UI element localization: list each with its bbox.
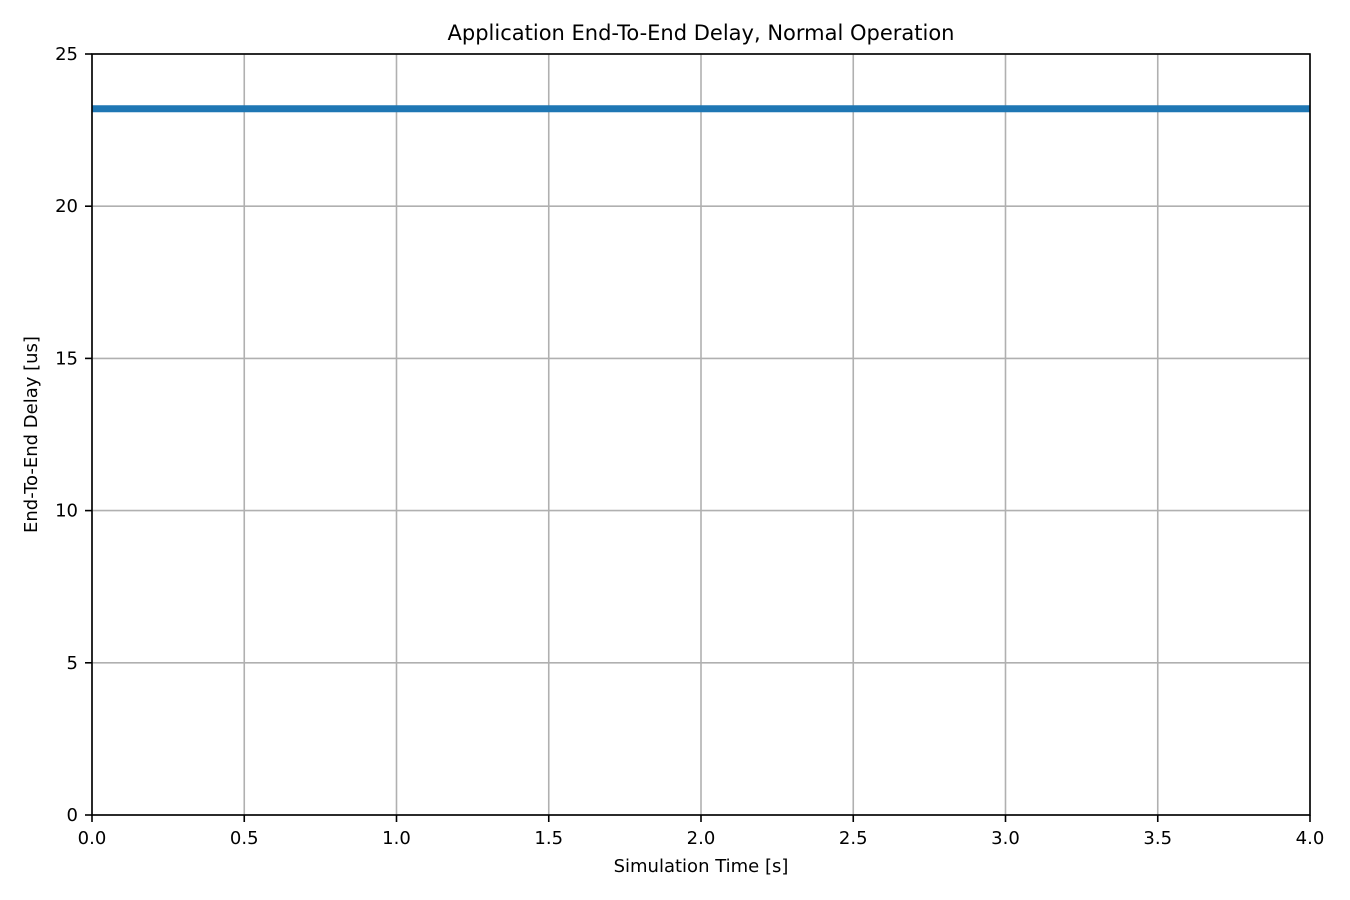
y-tick-label: 0 [67,805,78,826]
x-tick-label: 4.0 [1296,828,1325,849]
y-tick-label: 25 [55,44,78,65]
y-tick-label: 15 [55,348,78,369]
y-tick-label: 20 [55,196,78,217]
y-axis-ticks: 0 5 10 15 20 25 [55,44,92,826]
x-axis-ticks: 0.0 0.5 1.0 1.5 2.0 2.5 3.0 3.5 4.0 [78,815,1325,849]
x-tick-label: 0.5 [230,828,259,849]
x-tick-label: 2.0 [687,828,716,849]
x-axis-label: Simulation Time [s] [614,856,789,877]
x-tick-label: 1.0 [382,828,411,849]
grid-lines [91,53,1311,816]
y-tick-label: 10 [55,501,78,522]
y-axis-label: End-To-End Delay [us] [21,336,42,533]
x-tick-label: 3.0 [991,828,1020,849]
x-tick-label: 2.5 [839,828,868,849]
x-tick-label: 0.0 [78,828,107,849]
x-tick-label: 1.5 [534,828,563,849]
y-tick-label: 5 [67,653,78,674]
chart-title: Application End-To-End Delay, Normal Ope… [448,21,955,45]
x-tick-label: 3.5 [1143,828,1172,849]
